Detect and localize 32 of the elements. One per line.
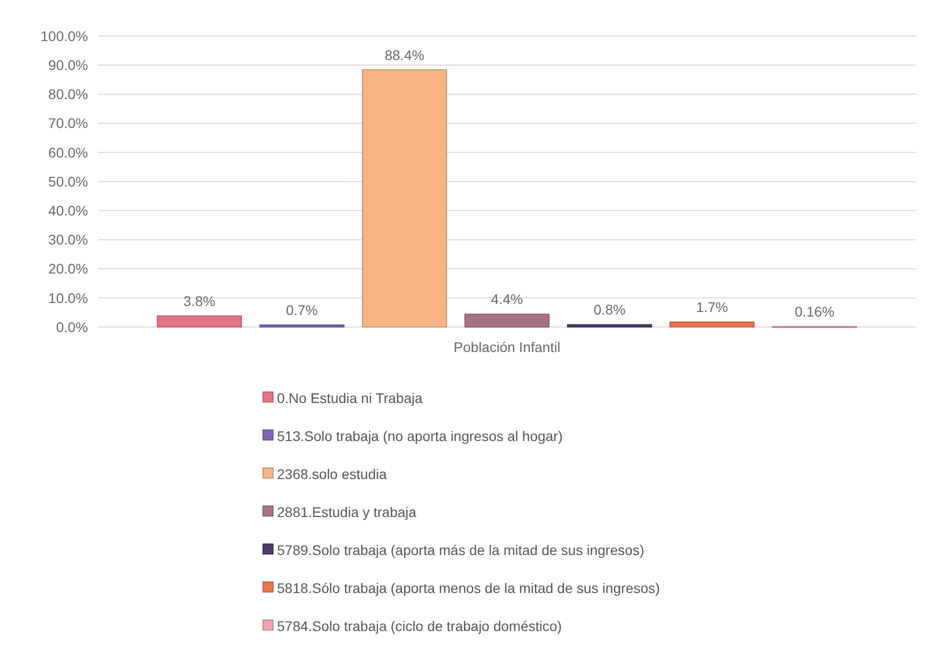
bar <box>464 314 550 328</box>
data-label: 0.7% <box>286 302 318 318</box>
bar <box>670 322 755 328</box>
data-label: 88.4% <box>384 46 424 63</box>
bar <box>259 324 344 328</box>
data-label: 0.8% <box>594 302 626 318</box>
y-tick-label: 60.0% <box>48 144 88 160</box>
data-label: 0.16% <box>794 304 834 320</box>
y-tick-label: 0.0% <box>56 318 88 335</box>
y-tick-label: 10.0% <box>48 290 88 306</box>
data-label: 4.4% <box>491 291 523 308</box>
y-tick-label: 40.0% <box>48 202 88 218</box>
data-label: 3.8% <box>183 292 216 309</box>
y-tick-label: 80.0% <box>48 86 88 102</box>
bar <box>566 324 652 328</box>
x-tick-label: Población Infantil <box>454 339 560 355</box>
y-tick-label: 70.0% <box>48 115 88 132</box>
legend-label: 0.No Estudia ni Trabaja <box>277 390 423 406</box>
y-tick-label: 20.0% <box>48 260 88 277</box>
legend-label: 2368.solo estudia <box>277 466 387 482</box>
legend-label: 5818.Sólo trabaja (aporta menos de la mitad de sus ingresos) <box>277 580 660 596</box>
y-tick-label: 50.0% <box>48 173 88 190</box>
y-tick-label: 100.0% <box>40 28 88 44</box>
legend-label: 2881.Estudia y trabaja <box>277 504 417 520</box>
data-label: 1.7% <box>696 299 728 316</box>
y-tick-label: 30.0% <box>48 232 88 248</box>
bar <box>156 315 242 328</box>
bar <box>362 69 448 328</box>
legend-label: 513.Solo trabaja (no aporta ingresos al hogar) <box>277 428 563 444</box>
legend-label: 5789.Solo trabaja (aporta más de la mitad de sus ingresos) <box>277 542 644 558</box>
y-tick-label: 90.0% <box>48 57 88 73</box>
legend-label: 5784.Solo trabaja (ciclo de trabajo doméstico) <box>277 618 562 634</box>
